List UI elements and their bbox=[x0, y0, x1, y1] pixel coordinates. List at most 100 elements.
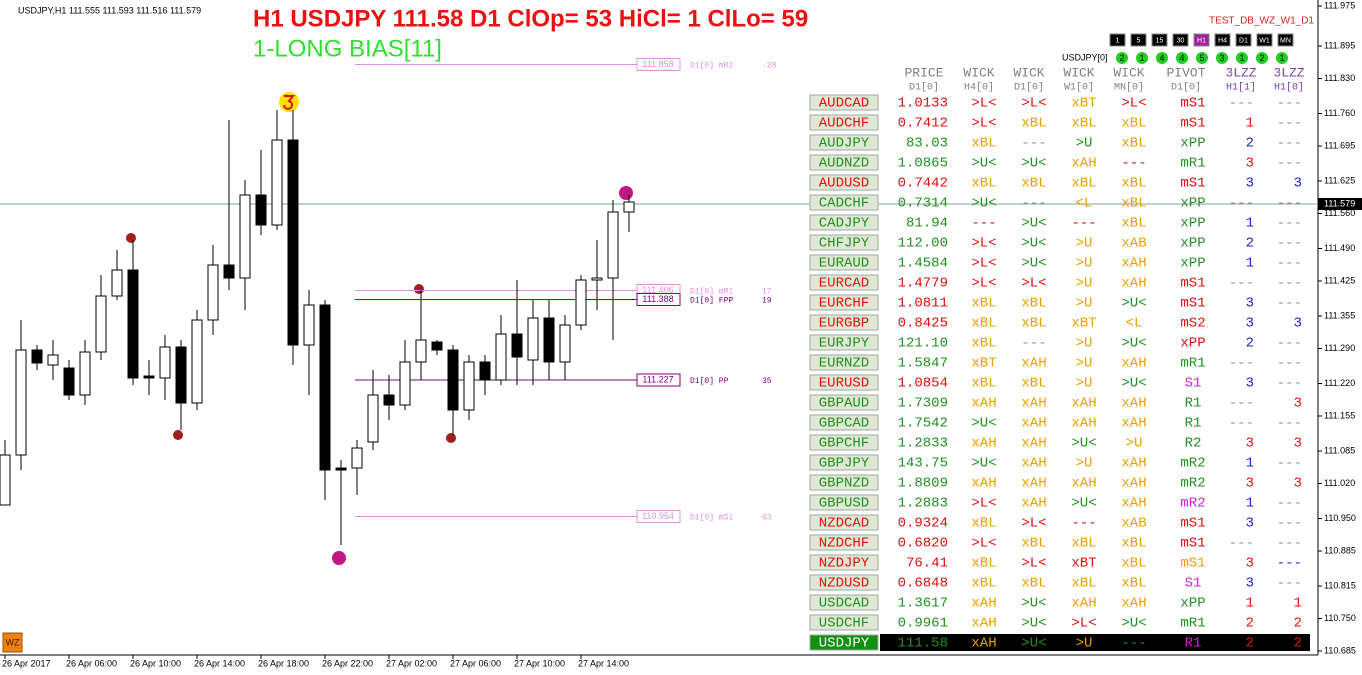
cell: >L< bbox=[1021, 96, 1046, 112]
cell: 3 bbox=[1294, 396, 1302, 412]
column-header: D1[0] bbox=[1014, 82, 1044, 94]
cell: 3 bbox=[1246, 556, 1254, 572]
fractal-marker bbox=[446, 433, 456, 443]
candle-body bbox=[623, 201, 635, 213]
candle-body bbox=[303, 304, 315, 346]
symbol-box[interactable] bbox=[809, 254, 879, 271]
symbol-box[interactable] bbox=[809, 494, 879, 511]
cell: 1 bbox=[1294, 596, 1302, 612]
cell: >U bbox=[1076, 236, 1093, 252]
symbol-box[interactable] bbox=[809, 174, 879, 191]
symbol-box[interactable] bbox=[809, 114, 879, 131]
cell: --- bbox=[1277, 236, 1302, 252]
column-header: D1[0] bbox=[909, 82, 939, 94]
symbol-box[interactable] bbox=[809, 594, 879, 611]
timeframe-button[interactable] bbox=[1214, 33, 1231, 47]
timeframe-button[interactable] bbox=[1151, 33, 1168, 47]
x-tick-label: 26 Apr 10:00 bbox=[130, 658, 181, 668]
timeframe-button[interactable] bbox=[1172, 33, 1189, 47]
y-tick-label: 111.490 bbox=[1324, 243, 1355, 253]
wz-badge[interactable] bbox=[2, 632, 23, 653]
symbol-box[interactable] bbox=[809, 554, 879, 571]
cell: 3 bbox=[1246, 476, 1254, 492]
symbol-box[interactable] bbox=[809, 394, 879, 411]
symbol-box[interactable] bbox=[809, 534, 879, 551]
level-tag: D1[0] FPP bbox=[690, 297, 733, 306]
selected-row bbox=[880, 634, 1310, 651]
symbol: NZDCHF bbox=[819, 536, 869, 552]
y-tick-label: 111.695 bbox=[1324, 140, 1355, 150]
symbol-box[interactable] bbox=[809, 414, 879, 431]
cell: xAH bbox=[1121, 456, 1146, 472]
symbol-box[interactable] bbox=[809, 454, 879, 471]
timeframe-button[interactable] bbox=[1109, 33, 1126, 47]
symbol-box[interactable] bbox=[809, 294, 879, 311]
cell: >U bbox=[1076, 336, 1093, 352]
cell: 0.9324 bbox=[898, 516, 948, 532]
candle-body bbox=[0, 454, 11, 506]
symbol: EURAUD bbox=[819, 256, 869, 272]
symbol-box[interactable] bbox=[809, 234, 879, 251]
symbol-box[interactable] bbox=[809, 94, 879, 111]
cell: 0.7314 bbox=[898, 196, 948, 212]
column-header: PRICE bbox=[904, 65, 943, 80]
cell: xAH bbox=[1121, 416, 1146, 432]
cell: xBL bbox=[1121, 136, 1146, 152]
cell: 2 bbox=[1246, 616, 1254, 632]
timeframe-button[interactable] bbox=[1193, 33, 1210, 47]
cell: xBL bbox=[971, 316, 996, 332]
symbol-box[interactable] bbox=[809, 154, 879, 171]
cell: xAH bbox=[971, 476, 996, 492]
cell: mS1 bbox=[1180, 176, 1205, 192]
candle-body bbox=[287, 139, 299, 346]
candle-body bbox=[15, 349, 27, 456]
cell: mS1 bbox=[1180, 516, 1205, 532]
timeframe-button[interactable] bbox=[1277, 33, 1294, 47]
cell: xAH bbox=[1021, 436, 1046, 452]
count-label: 1 bbox=[1279, 53, 1284, 63]
symbol-box[interactable] bbox=[809, 434, 879, 451]
candle-body bbox=[575, 279, 587, 326]
cell: 76.41 bbox=[906, 556, 948, 572]
chart-info: USDJPY,H1 111.555 111.593 111.516 111.57… bbox=[18, 5, 201, 15]
x-tick-label: 26 Apr 18:00 bbox=[258, 658, 309, 668]
cell: --- bbox=[1277, 256, 1302, 272]
symbol: GBPUSD bbox=[819, 496, 869, 512]
symbol-box[interactable] bbox=[809, 194, 879, 211]
timeframe-button[interactable] bbox=[1256, 33, 1273, 47]
column-header: H4[0] bbox=[964, 82, 994, 94]
symbol-box[interactable] bbox=[809, 474, 879, 491]
cell: xBL bbox=[1021, 296, 1046, 312]
cell: >L< bbox=[971, 256, 996, 272]
y-tick-label: 111.290 bbox=[1324, 343, 1355, 353]
cell: mS1 bbox=[1180, 556, 1205, 572]
cell: --- bbox=[1229, 196, 1254, 212]
cell: xAB bbox=[1121, 236, 1146, 252]
symbol-box[interactable] bbox=[809, 134, 879, 151]
symbol-box[interactable] bbox=[809, 334, 879, 351]
cell: 0.7442 bbox=[898, 176, 948, 192]
cell: xBL bbox=[1121, 176, 1146, 192]
symbol-box[interactable] bbox=[809, 514, 879, 531]
timeframe-button[interactable] bbox=[1235, 33, 1252, 47]
symbol-box[interactable] bbox=[809, 614, 879, 631]
cell: xBL bbox=[1121, 576, 1146, 592]
symbol-box[interactable] bbox=[809, 374, 879, 391]
y-tick-label: 110.815 bbox=[1324, 580, 1356, 590]
zigzag-digit bbox=[283, 95, 296, 110]
cell: >U bbox=[1076, 256, 1093, 272]
cell: xBL bbox=[1021, 576, 1046, 592]
cell: xAH bbox=[971, 596, 996, 612]
symbol-box[interactable] bbox=[809, 574, 879, 591]
candle-body bbox=[111, 269, 123, 297]
symbol-box[interactable] bbox=[809, 634, 879, 651]
cell: --- bbox=[1277, 216, 1302, 232]
candle-body bbox=[543, 317, 555, 363]
timeframe-button[interactable] bbox=[1130, 33, 1147, 47]
cell: 1.0811 bbox=[898, 296, 948, 312]
symbol-box[interactable] bbox=[809, 354, 879, 371]
symbol-box[interactable] bbox=[809, 274, 879, 291]
symbol-box[interactable] bbox=[809, 214, 879, 231]
symbol-box[interactable] bbox=[809, 314, 879, 331]
